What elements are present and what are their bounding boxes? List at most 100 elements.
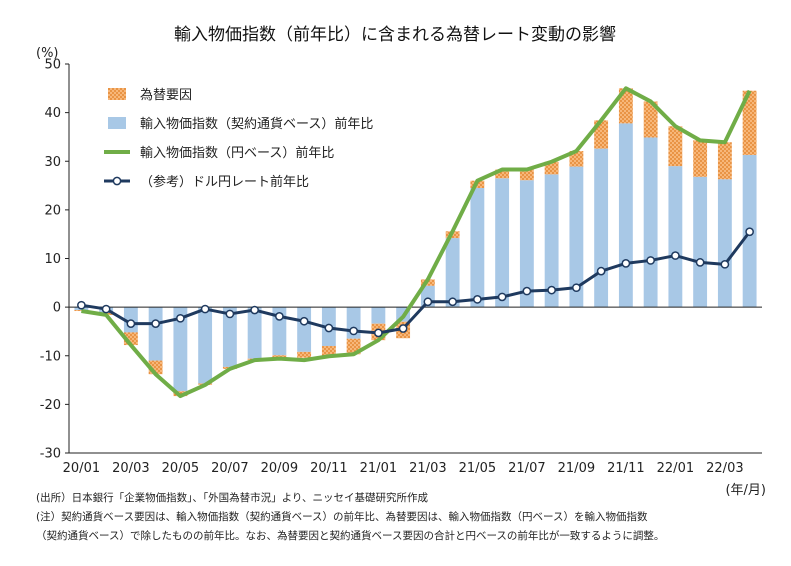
footnote-line-1: (注）契約通貨ベース要因は、輸入物価指数（契約通貨ベース）の前年比、為替要因は、… [36,511,648,523]
bar-fx [742,90,757,155]
x-tick-label: 21/03 [409,461,446,476]
point-dollar [151,319,160,329]
bar-fx [643,101,658,138]
legend: 為替要因 輸入物価指数（契約通貨ベース）前年比 輸入物価指数（円ベース）前年比 … [104,87,373,190]
x-tick-label: 22/01 [657,461,694,476]
x-tick-label: 21/09 [558,461,595,476]
point-dollar [671,251,680,260]
x-tick-label: 20/11 [310,461,347,476]
point-dollar [448,297,457,307]
x-tick-label: 21/05 [459,461,496,476]
point-dollar [299,316,309,326]
x-tick-label: 20/07 [211,461,248,476]
x-axis-unit: (年/月) [725,483,766,498]
point-dollar [646,256,655,265]
legend-label-fx: 為替要因 [140,87,192,103]
y-tick-label: 10 [44,252,61,267]
point-dollar [176,313,185,323]
y-tick-label: -30 [40,447,61,462]
x-tick-label: 21/11 [607,461,644,476]
bar-contract [594,148,609,308]
bar-contract [272,307,287,356]
point-dollar [497,292,507,302]
point-dollar [473,294,482,304]
point-dollar [250,305,259,315]
bar-contract [198,307,213,384]
point-dollar [349,326,358,336]
y-tick-label: 30 [44,155,61,170]
y-tick-label: 20 [44,203,61,218]
legend-swatch-contract [108,117,126,129]
bar-fx [668,126,683,167]
bar-contract [470,187,485,308]
x-tick-label: 20/03 [112,461,149,476]
x-tick-label: 22/03 [706,461,743,476]
bar-fx [321,346,336,357]
bar-contract [495,178,510,308]
bar-fx [693,140,708,177]
point-dollar [695,258,705,267]
bar-contract [618,123,633,308]
point-dollar [374,328,383,338]
bar-fx [618,88,633,124]
legend-swatch-fx [108,88,126,100]
bar-contract [717,179,732,308]
point-dollar [77,300,86,310]
x-tick-label: 21/07 [508,461,545,476]
bar-fx [74,310,89,312]
y-axis-unit: (%) [36,46,59,61]
point-dollar [275,312,284,321]
point-dollar [200,304,210,314]
chart-title: 輸入物価指数（前年比）に含まれる為替レート変動の影響 [174,25,616,45]
bar-fx [717,142,732,180]
bar-contract [693,176,708,308]
bar-fx [297,351,312,358]
x-tick-label: 20/09 [261,461,298,476]
y-tick-label: -10 [40,349,61,364]
point-dollar [126,319,136,329]
point-dollar [745,227,754,237]
bar-contract [148,307,163,361]
x-axis: 20/01 20/03 20/05 20/07 20/09 20/11 21/01 21/03… [63,452,762,476]
bar-contract [445,238,460,308]
legend-label-dollar: （参考）ドル円レート前年比 [140,174,309,190]
bar-fx [519,169,534,181]
point-dollar [572,283,581,293]
bar-fx [495,169,510,179]
plot-area [69,86,762,399]
point-dollar [621,259,631,268]
bar-contract [247,307,262,359]
y-tick-label: -20 [40,398,61,413]
bar-contract [569,166,584,308]
y-axis: 50 40 30 20 10 0 -10 -20 -30 [40,58,70,462]
y-tick-label: 0 [53,301,61,316]
x-tick-label: 20/01 [63,461,100,476]
footnote-line-2: （契約通貨ベース）で除したものの前年比。なお、為替要因と契約通貨ベース要因の合計… [36,530,665,542]
point-dollar [324,323,334,333]
x-tick-label: 20/05 [162,461,199,476]
legend-label-yen: 輸入物価指数（円ベース）前年比 [140,145,334,161]
bar-fx [569,151,584,167]
bar-contract [173,307,188,392]
point-dollar [547,285,556,295]
point-dollar [225,309,235,319]
legend-marker-dollar [112,176,122,186]
bar-contract [643,137,658,308]
series-line-dollar [81,230,751,335]
source-note: (出所）日本銀行「企業物価指数」、「外国為替市況」より、ニッセイ基礎研究所作成 [36,492,428,504]
series-line-yen [81,86,752,399]
y-tick-label: 50 [44,58,61,73]
bar-contract [519,180,534,308]
point-dollar [398,324,408,333]
point-dollar [423,297,433,307]
point-dollar [522,286,532,296]
bar-contract [371,307,386,324]
bar-contract [668,166,683,308]
x-tick-label: 21/01 [360,461,397,476]
legend-label-contract: 輸入物価指数（契約通貨ベース）前年比 [140,116,373,132]
bar-contract [544,174,559,308]
point-dollar [720,259,730,269]
point-dollar [101,304,111,314]
bar-contract [222,307,237,367]
